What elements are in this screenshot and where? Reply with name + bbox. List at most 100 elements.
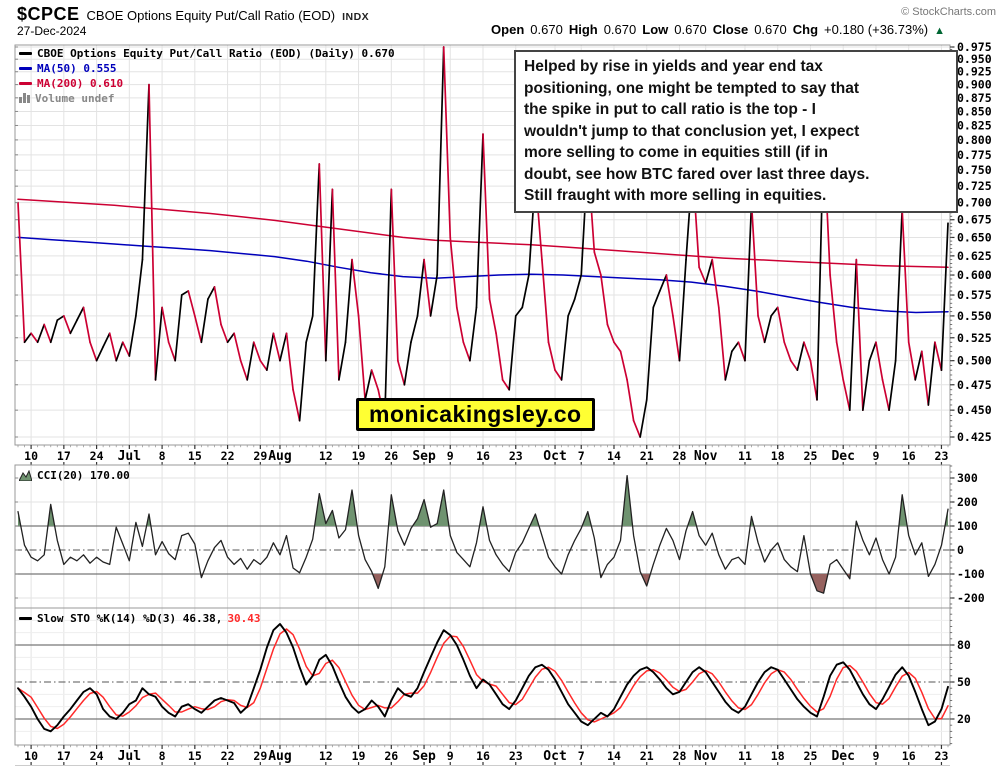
legend-sto-row: Slow STO %K(14) %D(3) 46.38, 30.43 — [19, 611, 261, 625]
svg-text:0.550: 0.550 — [957, 309, 992, 323]
legend-ma50-row: MA(50) 0.555 — [19, 61, 395, 75]
svg-text:16: 16 — [476, 749, 490, 763]
low-value: 0.670 — [674, 22, 707, 37]
svg-text:19: 19 — [352, 449, 366, 463]
svg-text:Dec: Dec — [831, 449, 854, 464]
symbol: $CPCE — [17, 4, 80, 24]
svg-text:-100: -100 — [957, 567, 985, 581]
svg-text:0.525: 0.525 — [957, 331, 992, 345]
svg-text:0.650: 0.650 — [957, 230, 992, 244]
legend-ma200-label: MA(200) 0.610 — [37, 76, 124, 90]
close-label: Close — [712, 22, 749, 37]
svg-text:0.900: 0.900 — [957, 78, 992, 92]
legend-cci-row: CCI(20) 170.00 — [19, 468, 130, 482]
date-axis-lower: 10 17 24 Jul 8 15 22 29 Aug 12 19 26 Sep 9 16 23 Oct 7 14 2… — [17, 745, 948, 765]
ma50-line-swatch-icon — [19, 66, 32, 70]
svg-text:16: 16 — [902, 449, 916, 463]
svg-text:8: 8 — [159, 749, 166, 763]
legend-ma50-label: MA(50) 0.555 — [37, 61, 117, 75]
legend-cci-label: CCI(20) 170.00 — [37, 468, 130, 482]
svg-text:Aug: Aug — [268, 449, 291, 464]
svg-text:0.500: 0.500 — [957, 354, 992, 368]
svg-text:0.475: 0.475 — [957, 378, 992, 392]
main-chart-legend: CBOE Options Equity Put/Call Ratio (EOD)… — [19, 46, 395, 105]
svg-text:28: 28 — [673, 449, 687, 463]
svg-text:100: 100 — [957, 519, 978, 533]
legend-volume-label: Volume undef — [35, 91, 115, 105]
svg-text:15: 15 — [188, 749, 202, 763]
high-label: High — [568, 22, 598, 37]
svg-text:7: 7 — [578, 449, 585, 463]
open-value: 0.670 — [530, 22, 563, 37]
legend-price-row: CBOE Options Equity Put/Call Ratio (EOD)… — [19, 46, 395, 60]
svg-text:7: 7 — [578, 749, 585, 763]
svg-text:22: 22 — [221, 749, 235, 763]
svg-text:Oct: Oct — [543, 749, 566, 764]
svg-text:9: 9 — [447, 749, 454, 763]
svg-text:26: 26 — [384, 449, 398, 463]
svg-text:29: 29 — [253, 749, 267, 763]
svg-text:12: 12 — [319, 449, 333, 463]
svg-text:Sep: Sep — [412, 749, 436, 764]
chg-value: +0.180 (+36.73%) — [824, 22, 929, 37]
svg-text:11: 11 — [738, 749, 752, 763]
svg-text:9: 9 — [447, 449, 454, 463]
svg-text:11: 11 — [738, 449, 752, 463]
cci-area-icon — [19, 469, 32, 481]
svg-text:0.675: 0.675 — [957, 213, 992, 227]
sto-y-axis: 80 50 20 — [15, 607, 971, 745]
svg-text:12: 12 — [319, 749, 333, 763]
svg-text:19: 19 — [352, 749, 366, 763]
chart-header: $CPCE CBOE Options Equity Put/Call Ratio… — [17, 4, 369, 25]
chg-up-triangle-icon: ▲ — [934, 25, 945, 37]
svg-text:200: 200 — [957, 495, 978, 509]
cci-legend: CCI(20) 170.00 — [19, 468, 130, 482]
legend-sto-k-label: Slow STO %K(14) %D(3) 46.38, — [37, 611, 223, 625]
svg-text:0.825: 0.825 — [957, 118, 992, 132]
svg-text:23: 23 — [509, 449, 523, 463]
svg-text:0.950: 0.950 — [957, 52, 992, 66]
svg-text:0.575: 0.575 — [957, 288, 992, 302]
svg-text:0.875: 0.875 — [957, 91, 992, 105]
chart-date: 27-Dec-2024 — [17, 24, 87, 38]
svg-text:Oct: Oct — [543, 449, 566, 464]
svg-text:24: 24 — [90, 749, 104, 763]
svg-text:8: 8 — [159, 449, 166, 463]
sto-k-line-swatch-icon — [19, 616, 32, 620]
svg-text:9: 9 — [872, 449, 879, 463]
svg-text:0.850: 0.850 — [957, 104, 992, 118]
svg-text:16: 16 — [476, 449, 490, 463]
svg-text:80: 80 — [957, 638, 971, 652]
svg-text:25: 25 — [804, 749, 818, 763]
ma200-line-swatch-icon — [19, 81, 32, 85]
svg-text:0.625: 0.625 — [957, 249, 992, 263]
sto-legend: Slow STO %K(14) %D(3) 46.38, 30.43 — [19, 611, 261, 625]
svg-text:24: 24 — [90, 449, 104, 463]
watermark-label: monicakingsley.co — [356, 398, 595, 431]
svg-text:Aug: Aug — [268, 749, 291, 764]
svg-text:Jul: Jul — [118, 749, 141, 764]
copyright: © StockCharts.com — [901, 6, 996, 18]
svg-text:9: 9 — [872, 749, 879, 763]
svg-text:0.725: 0.725 — [957, 179, 992, 193]
svg-text:17: 17 — [57, 449, 71, 463]
page-title: CBOE Options Equity Put/Call Ratio (EOD) — [86, 8, 336, 23]
svg-text:15: 15 — [188, 449, 202, 463]
exchange-label: INDX — [342, 11, 370, 23]
svg-text:20: 20 — [957, 712, 971, 726]
svg-text:0.925: 0.925 — [957, 65, 992, 79]
svg-text:0.700: 0.700 — [957, 196, 992, 210]
svg-text:21: 21 — [640, 749, 654, 763]
svg-text:Sep: Sep — [412, 449, 436, 464]
cci-y-axis: 300 200 100 0 -100 -200 — [15, 465, 985, 605]
date-axis-upper: 10 17 24 Jul 8 15 22 29 Aug 12 19 26 Sep 9 16 23 Oct 7 14 2… — [17, 445, 948, 465]
low-label: Low — [642, 22, 669, 37]
high-value: 0.670 — [603, 22, 637, 37]
svg-text:0.750: 0.750 — [957, 163, 992, 177]
svg-text:22: 22 — [221, 449, 235, 463]
legend-sto-d-label: 30.43 — [227, 611, 261, 625]
svg-text:0.975: 0.975 — [957, 40, 992, 54]
svg-text:10: 10 — [24, 449, 38, 463]
svg-text:300: 300 — [957, 471, 978, 485]
